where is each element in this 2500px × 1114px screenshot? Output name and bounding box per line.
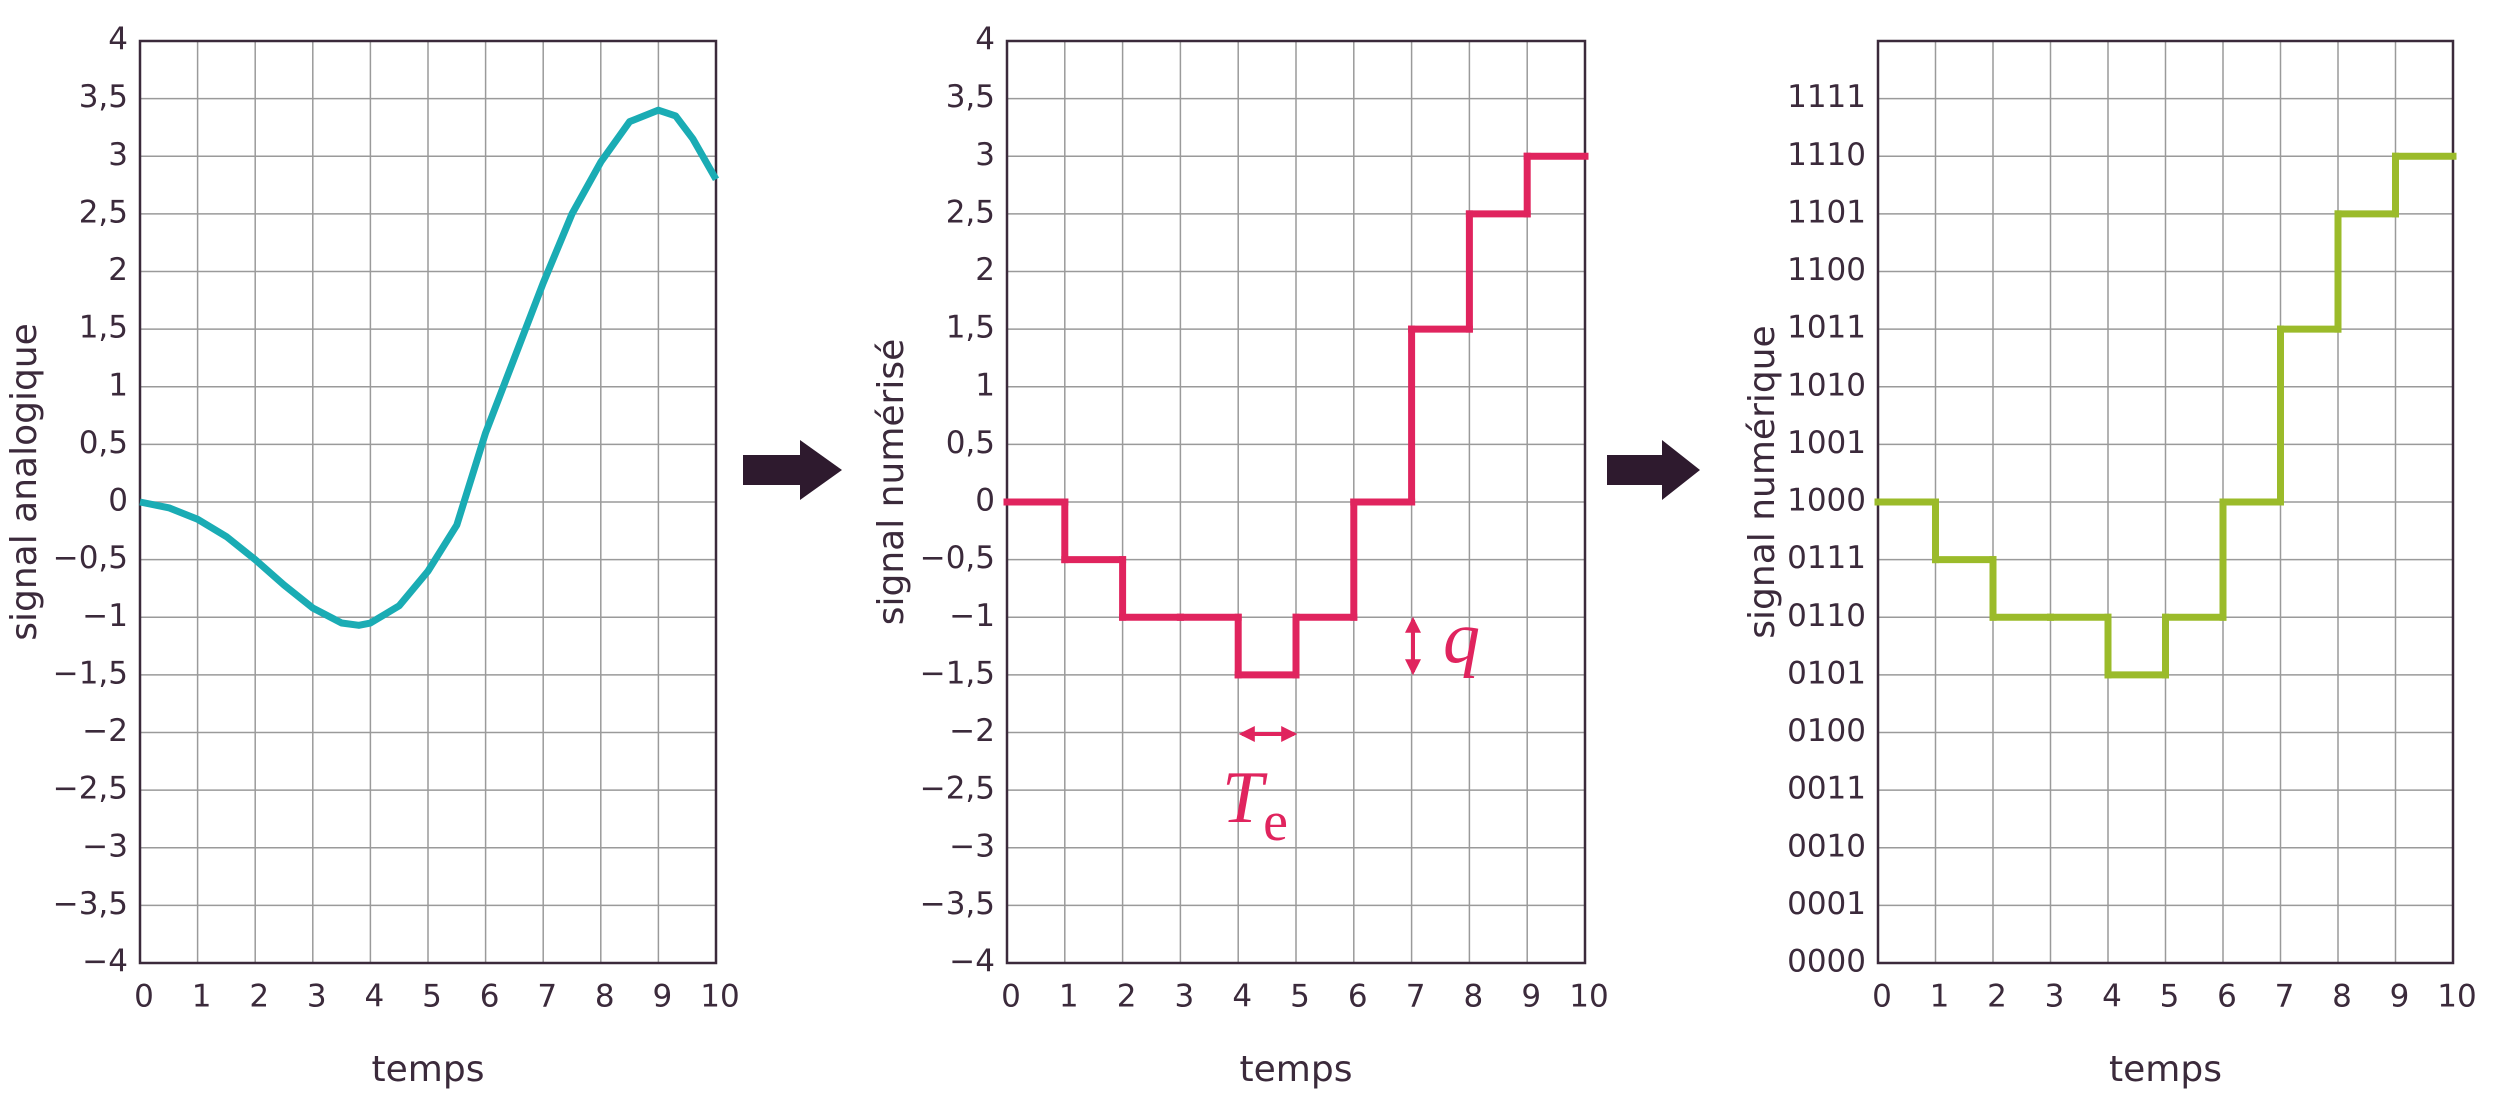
y-tick-label: −0,5 (53, 540, 128, 576)
y-tick-label: 3 (975, 137, 995, 173)
x-tick-label: 6 (2217, 979, 2237, 1015)
charts: −4 −3,5 −3 −2,5 −2 −1,5 −1 −0,5 0 0,5 1 1,5 2 2,5 3 3,5… (4, 22, 2477, 1091)
y-tick-label: 2,5 (79, 194, 128, 230)
y-axis-label: signal analogique (4, 323, 45, 641)
y-tick-label: 0011 (1787, 771, 1866, 807)
y-tick-label: 1010 (1787, 367, 1866, 403)
x-tick-label: 3 (2045, 979, 2065, 1015)
x-tick-label: 10 (700, 979, 739, 1015)
x-tick-label: 5 (2160, 979, 2180, 1015)
y-tick-label: −0,5 (920, 540, 995, 576)
x-tick-label: 5 (1290, 979, 1310, 1015)
te-main: T (1222, 757, 1268, 839)
x-tick-label: 7 (537, 979, 557, 1015)
y-tick-label: −4 (949, 944, 995, 980)
y-tick-label: −3 (949, 828, 995, 864)
x-tick-label: 7 (2275, 979, 2295, 1015)
x-axis-label: temps (2109, 1049, 2222, 1090)
y-tick-label: −1 (949, 598, 995, 634)
y-axis-label: signal numérisé (871, 339, 912, 626)
y-tick-label: 3,5 (79, 79, 128, 115)
x-tick-label: 4 (1232, 979, 1252, 1015)
y-tick-label: −1,5 (920, 655, 995, 691)
y-tick-label: 2,5 (946, 194, 995, 230)
y-tick-label: 1110 (1787, 137, 1866, 173)
x-tick-label: 8 (595, 979, 615, 1015)
te-label: Te (1222, 757, 1288, 853)
y-tick-label: 1011 (1787, 310, 1866, 346)
y-tick-label: 3,5 (946, 79, 995, 115)
x-tick-label: 0 (134, 979, 154, 1015)
y-tick-label: 0,5 (79, 425, 128, 461)
signal-line (139, 106, 720, 629)
y-tick-label: 0110 (1787, 598, 1866, 634)
x-tick-label: 2 (1987, 979, 2007, 1015)
x-tick-label: 6 (480, 979, 500, 1015)
x-tick-label: 10 (1569, 979, 1608, 1015)
x-tick-label: 1 (192, 979, 212, 1015)
y-tick-label: 1100 (1787, 252, 1866, 288)
y-tick-label: 0100 (1787, 713, 1866, 749)
y-tick-label: −2,5 (920, 771, 995, 807)
x-tick-label: 3 (1175, 979, 1195, 1015)
y-tick-label: 0101 (1787, 655, 1866, 691)
y-tick-label: 1000 (1787, 483, 1866, 519)
y-tick-label: 1001 (1787, 425, 1866, 461)
x-tick-label: 9 (2390, 979, 2410, 1015)
x-tick-label: 10 (2437, 979, 2476, 1015)
y-tick-label: 1101 (1787, 194, 1866, 230)
x-tick-label: 0 (1001, 979, 1021, 1015)
y-tick-label: 0 (108, 483, 128, 519)
y-tick-label: 0,5 (946, 425, 995, 461)
arrow (1607, 440, 1700, 500)
y-tick-label: −2 (949, 713, 995, 749)
y-tick-label: 0000 (1787, 944, 1866, 980)
x-tick-label: 1 (1059, 979, 1079, 1015)
x-tick-label: 6 (1348, 979, 1368, 1015)
y-tick-label: −1,5 (53, 655, 128, 691)
x-tick-label: 4 (365, 979, 385, 1015)
y-tick-label: 0010 (1787, 828, 1866, 864)
x-tick-label: 3 (307, 979, 327, 1015)
arrow (743, 440, 842, 500)
y-tick-label: 4 (975, 22, 995, 58)
x-tick-label: 9 (653, 979, 673, 1015)
y-tick-label: 3 (108, 137, 128, 173)
x-tick-label: 4 (2102, 979, 2122, 1015)
y-tick-label: −4 (82, 944, 128, 980)
y-tick-label: 1 (108, 367, 128, 403)
x-tick-label: 1 (1930, 979, 1950, 1015)
y-tick-label: −2 (82, 713, 128, 749)
y-tick-label: −1 (82, 598, 128, 634)
x-tick-label: 5 (422, 979, 442, 1015)
y-tick-label: 0 (975, 483, 995, 519)
y-tick-label: 0111 (1787, 540, 1866, 576)
y-tick-label: −3,5 (53, 886, 128, 922)
x-tick-label: 2 (1117, 979, 1137, 1015)
y-tick-label: −3 (82, 828, 128, 864)
y-tick-label: 2 (975, 252, 995, 288)
x-tick-label: 0 (1872, 979, 1892, 1015)
te-sub: e (1263, 791, 1288, 853)
x-tick-label: 8 (2332, 979, 2352, 1015)
y-tick-label: 1,5 (946, 310, 995, 346)
x-axis-label: temps (372, 1049, 485, 1090)
q-label: q (1443, 597, 1480, 679)
y-axis-label: signal numérique (1742, 325, 1783, 638)
y-tick-label: 1 (975, 367, 995, 403)
y-tick-label: −2,5 (53, 771, 128, 807)
x-tick-label: 8 (1464, 979, 1484, 1015)
x-tick-label: 9 (1521, 979, 1541, 1015)
x-axis-label: temps (1240, 1049, 1353, 1090)
y-tick-label: −3,5 (920, 886, 995, 922)
y-tick-label: 0001 (1787, 886, 1866, 922)
x-tick-label: 2 (249, 979, 269, 1015)
y-tick-label: 1,5 (79, 310, 128, 346)
y-tick-label: 1111 (1787, 79, 1866, 115)
y-tick-label: 4 (108, 22, 128, 58)
y-tick-label: 2 (108, 252, 128, 288)
x-tick-label: 7 (1406, 979, 1426, 1015)
